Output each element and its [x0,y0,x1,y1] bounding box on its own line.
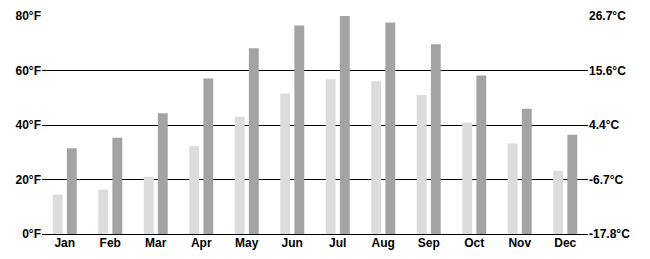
svg-text:80°F: 80°F [16,9,41,23]
svg-text:26.7°C: 26.7°C [589,9,626,23]
svg-text:20°F: 20°F [16,173,41,187]
svg-text:May: May [235,236,259,250]
svg-text:Apr: Apr [191,236,212,250]
svg-text:Jun: Jun [282,236,303,250]
svg-text:Mar: Mar [145,236,167,250]
svg-text:Jan: Jan [54,236,75,250]
svg-text:Feb: Feb [100,236,121,250]
svg-text:Aug: Aug [372,236,395,250]
svg-text:40°F: 40°F [16,118,41,132]
svg-text:Jul: Jul [329,236,346,250]
svg-text:Sep: Sep [418,236,440,250]
svg-text:60°F: 60°F [16,64,41,78]
svg-text:-17.8°C: -17.8°C [589,227,630,241]
svg-text:-6.7°C: -6.7°C [589,173,623,187]
svg-text:Oct: Oct [464,236,484,250]
svg-text:0°F: 0°F [22,227,41,241]
svg-text:4.4°C: 4.4°C [589,118,619,132]
svg-text:Nov: Nov [508,236,531,250]
svg-text:Dec: Dec [554,236,576,250]
svg-text:15.6°C: 15.6°C [589,64,626,78]
